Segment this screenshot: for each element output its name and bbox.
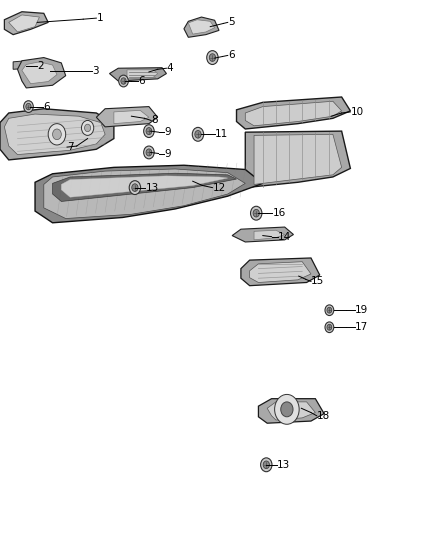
- Polygon shape: [184, 17, 219, 37]
- Polygon shape: [241, 258, 320, 286]
- Polygon shape: [267, 402, 315, 420]
- Polygon shape: [18, 58, 66, 88]
- Polygon shape: [13, 61, 35, 69]
- Polygon shape: [96, 107, 158, 127]
- Circle shape: [263, 461, 269, 469]
- Text: 13: 13: [145, 183, 159, 192]
- Polygon shape: [245, 101, 342, 126]
- Circle shape: [325, 305, 334, 316]
- Polygon shape: [245, 131, 350, 188]
- Text: 6: 6: [43, 102, 49, 111]
- Polygon shape: [237, 97, 350, 129]
- Text: 16: 16: [272, 208, 286, 218]
- Circle shape: [146, 127, 152, 135]
- Circle shape: [327, 307, 332, 313]
- Text: 3: 3: [92, 67, 99, 76]
- Polygon shape: [22, 62, 57, 84]
- Circle shape: [121, 78, 126, 84]
- Circle shape: [81, 120, 94, 135]
- Polygon shape: [0, 109, 114, 160]
- Circle shape: [207, 51, 218, 64]
- Text: 13: 13: [277, 460, 290, 470]
- Circle shape: [209, 54, 215, 61]
- Text: 8: 8: [151, 116, 158, 125]
- Polygon shape: [53, 173, 237, 201]
- Polygon shape: [188, 20, 215, 34]
- Polygon shape: [61, 176, 228, 197]
- Circle shape: [132, 184, 138, 191]
- Polygon shape: [114, 110, 149, 124]
- Circle shape: [144, 125, 154, 138]
- Text: 1: 1: [96, 13, 103, 23]
- Circle shape: [325, 322, 334, 333]
- Polygon shape: [254, 134, 342, 184]
- Circle shape: [119, 75, 128, 87]
- Circle shape: [85, 124, 91, 132]
- Text: 2: 2: [37, 61, 44, 70]
- Text: 11: 11: [215, 130, 228, 139]
- Circle shape: [261, 458, 272, 472]
- Text: 9: 9: [164, 149, 171, 158]
- Text: 7: 7: [67, 142, 74, 152]
- Circle shape: [129, 181, 141, 195]
- Circle shape: [48, 124, 66, 145]
- Text: 12: 12: [212, 183, 226, 192]
- Text: 14: 14: [278, 232, 291, 241]
- Polygon shape: [9, 15, 39, 32]
- Circle shape: [195, 131, 201, 138]
- Circle shape: [53, 129, 61, 140]
- Circle shape: [275, 394, 299, 424]
- Polygon shape: [4, 114, 105, 155]
- Circle shape: [26, 103, 31, 110]
- Text: 4: 4: [166, 63, 173, 73]
- Text: 10: 10: [350, 107, 364, 117]
- Circle shape: [327, 324, 332, 330]
- Polygon shape: [250, 262, 311, 282]
- Polygon shape: [232, 227, 293, 242]
- Text: 6: 6: [138, 76, 145, 86]
- Polygon shape: [258, 399, 324, 423]
- Polygon shape: [35, 165, 263, 223]
- Circle shape: [281, 402, 293, 417]
- Text: 5: 5: [228, 18, 234, 27]
- Polygon shape: [254, 230, 285, 240]
- Circle shape: [24, 101, 33, 112]
- Circle shape: [253, 209, 259, 217]
- Text: 19: 19: [355, 305, 368, 315]
- Polygon shape: [110, 68, 166, 81]
- Text: 17: 17: [355, 322, 368, 332]
- Circle shape: [192, 127, 204, 141]
- Polygon shape: [127, 70, 158, 79]
- Polygon shape: [44, 169, 245, 219]
- Circle shape: [144, 146, 154, 159]
- Text: 15: 15: [311, 277, 324, 286]
- Circle shape: [251, 206, 262, 220]
- Text: 9: 9: [164, 127, 171, 137]
- Circle shape: [146, 149, 152, 156]
- Polygon shape: [4, 12, 48, 35]
- Text: 18: 18: [317, 411, 330, 421]
- Text: 6: 6: [228, 51, 234, 60]
